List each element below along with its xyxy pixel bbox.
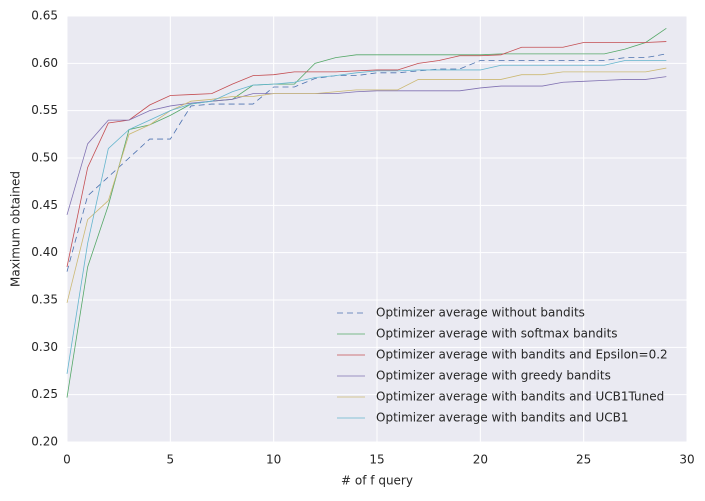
x-tick-label: 0 <box>63 453 71 467</box>
series-line <box>66 76 667 215</box>
y-tick-label: 0.60 <box>31 56 58 70</box>
y-tick-label: 0.30 <box>31 340 58 354</box>
y-tick-label: 0.40 <box>31 245 58 259</box>
y-tick-label: 0.35 <box>31 293 58 307</box>
series-line <box>66 41 667 267</box>
y-tick-label: 0.65 <box>31 9 58 23</box>
y-axis-label: Maximum obtained <box>9 171 23 287</box>
legend-label: Optimizer average with bandits and UCB1 <box>376 411 629 425</box>
series-line <box>66 67 667 303</box>
x-axis-label: # of f query <box>341 474 413 488</box>
y-tick-label: 0.25 <box>31 387 58 401</box>
legend-label: Optimizer average with bandits and Epsil… <box>376 348 668 362</box>
legend-label: Optimizer average without bandits <box>376 306 585 320</box>
series-line <box>66 60 667 374</box>
y-tick-label: 0.50 <box>31 151 58 165</box>
legend-label: Optimizer average with bandits and UCB1T… <box>376 390 664 404</box>
y-tick-label: 0.55 <box>31 103 58 117</box>
series-line <box>66 27 667 398</box>
legend-label: Optimizer average with softmax bandits <box>376 327 618 341</box>
x-tick-label: 15 <box>369 453 384 467</box>
x-tick-label: 10 <box>266 453 281 467</box>
y-tick-label: 0.20 <box>31 435 58 449</box>
x-tick-label: 25 <box>576 453 591 467</box>
legend-label: Optimizer average with greedy bandits <box>376 369 611 383</box>
x-tick-label: 30 <box>679 453 694 467</box>
x-tick-label: 20 <box>473 453 488 467</box>
y-tick-label: 0.45 <box>31 198 58 212</box>
x-tick-label: 5 <box>167 453 175 467</box>
